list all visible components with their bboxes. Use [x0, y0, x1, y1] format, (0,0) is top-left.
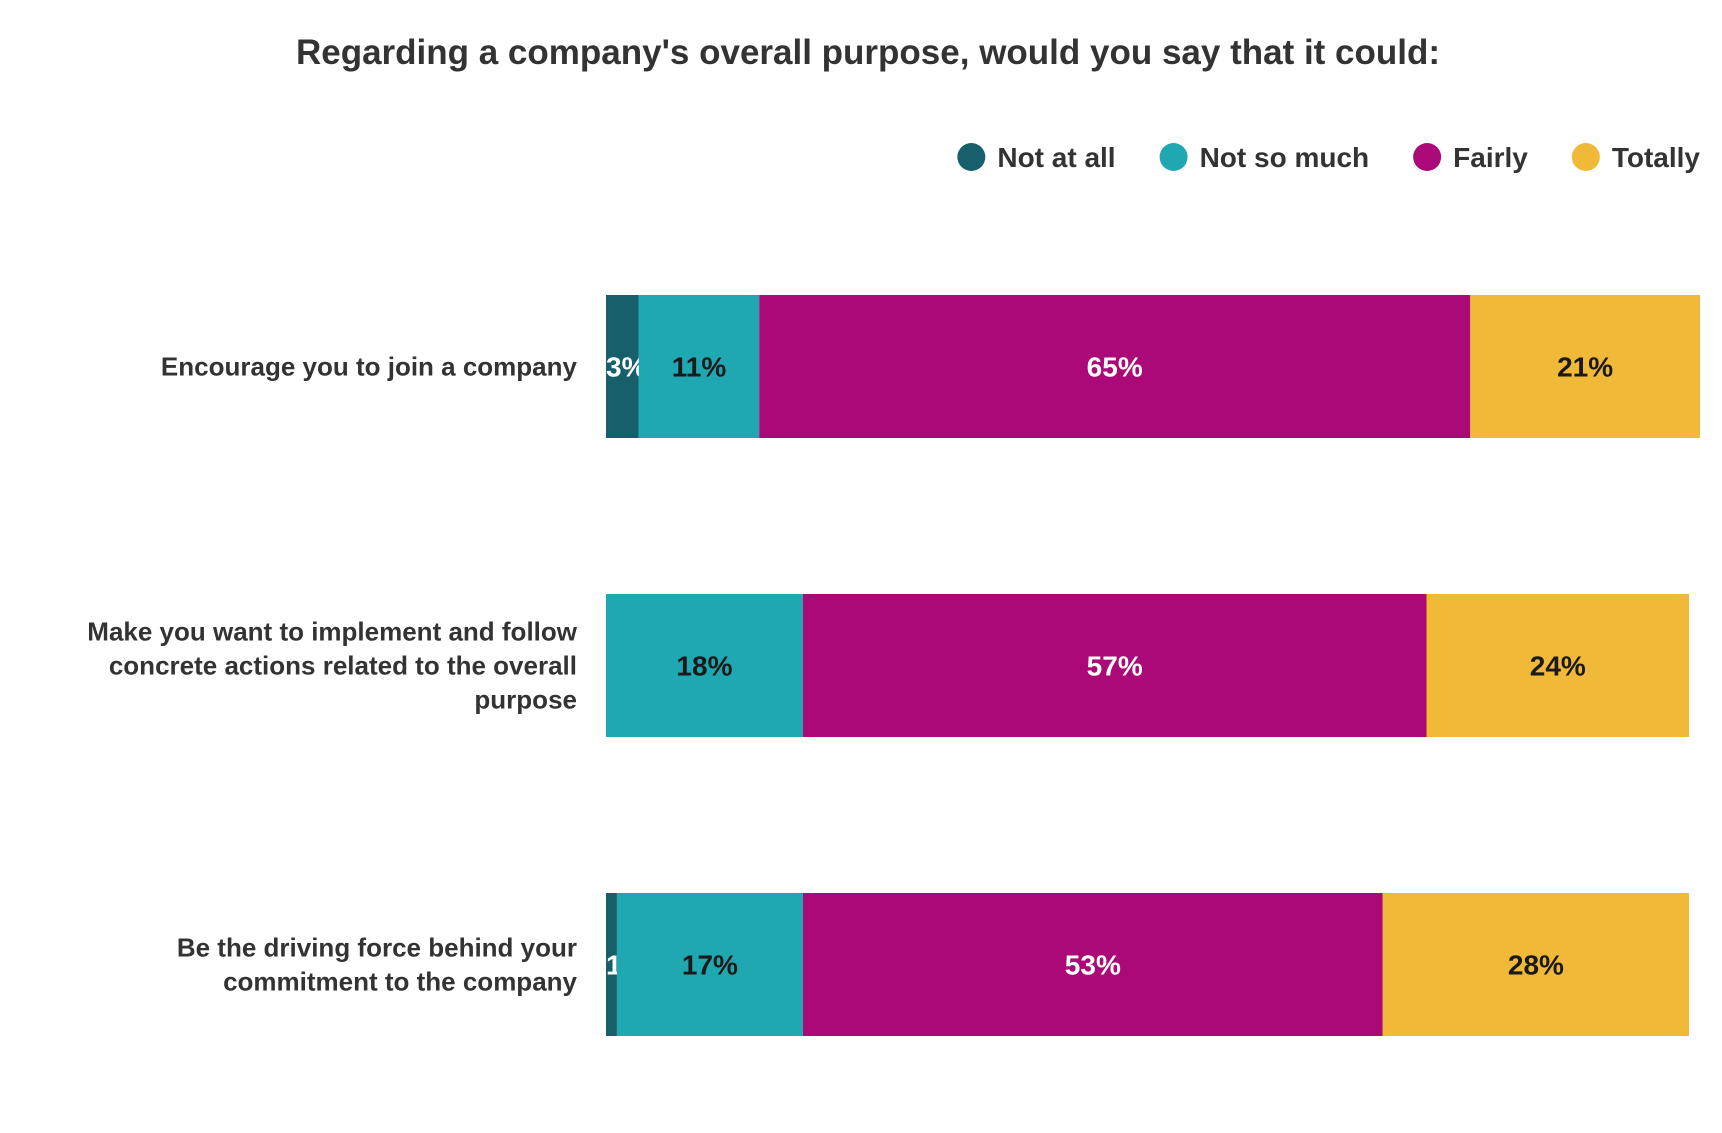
category-label-1: Encourage you to join a company — [161, 352, 578, 382]
category-label-2: Make you want to implement and follow con… — [87, 617, 577, 715]
legend-label: Totally — [1612, 142, 1701, 173]
category-label-line: commitment to the company — [223, 967, 577, 997]
bar-segment-totally — [1426, 594, 1690, 737]
bar-segment-not-at-all — [606, 893, 617, 1036]
bar-segment-fairly — [802, 594, 1427, 737]
data-label: 11% — [672, 352, 727, 383]
legend-label: Not at all — [997, 142, 1115, 173]
legend-item-not-at-all: Not at all — [957, 142, 1116, 173]
bar-segment-not-so-much — [638, 295, 760, 438]
category-labels: Encourage you to join a company Make you … — [87, 352, 577, 997]
legend-marker-not-at-all — [957, 143, 986, 171]
data-label: 28% — [1508, 950, 1564, 981]
bars: 3%11%65%21%18%57%24%1%17%53%28% — [606, 295, 1700, 1036]
category-label-line: purpose — [474, 685, 577, 715]
bar-segment-not-so-much — [606, 594, 803, 737]
legend-item-totally: Totally — [1571, 142, 1701, 173]
legend-item-not-so-much: Not so much — [1159, 142, 1370, 173]
bar-segment-not-at-all — [606, 295, 639, 438]
legend-marker-not-so-much — [1159, 143, 1188, 171]
bar-segment-fairly — [802, 893, 1383, 1036]
bar-row-1: 3% 11% 65% 21% — [606, 295, 1700, 438]
legend-item-fairly: Fairly — [1413, 142, 1528, 173]
data-label: 21% — [1557, 352, 1613, 383]
data-label: 24% — [1530, 651, 1586, 682]
bar-row-2: 18% 57% 24% — [606, 594, 1690, 737]
category-label-3: Be the driving force behind your commitme… — [177, 933, 578, 997]
legend: Not at all Not so much Fairly Totally — [957, 142, 1700, 173]
legend-label: Fairly — [1453, 142, 1528, 173]
category-label-line: concrete actions related to the overall — [109, 651, 577, 681]
data-label: 65% — [1087, 352, 1143, 383]
data-label: 57% — [1087, 651, 1143, 682]
bar-segment-totally — [1470, 295, 1700, 438]
bar-row-3: 1%17%53%28% — [606, 893, 1690, 1036]
data-label: 18% — [676, 651, 732, 682]
legend-marker-fairly — [1413, 143, 1442, 171]
chart-title: Regarding a company's overall purpose, w… — [296, 33, 1440, 72]
legend-label: Not so much — [1200, 142, 1370, 173]
category-label-line: Be the driving force behind your — [177, 933, 577, 963]
bar-segment-totally — [1382, 893, 1690, 1036]
data-label: 53% — [1065, 950, 1121, 981]
legend-marker-totally — [1571, 143, 1600, 171]
category-label-line: Make you want to implement and follow — [87, 617, 577, 647]
data-label: 17% — [682, 950, 738, 981]
bar-segment-not-so-much — [616, 893, 803, 1036]
bar-segment-fairly — [759, 295, 1471, 438]
category-label-line: Encourage you to join a company — [161, 352, 578, 382]
